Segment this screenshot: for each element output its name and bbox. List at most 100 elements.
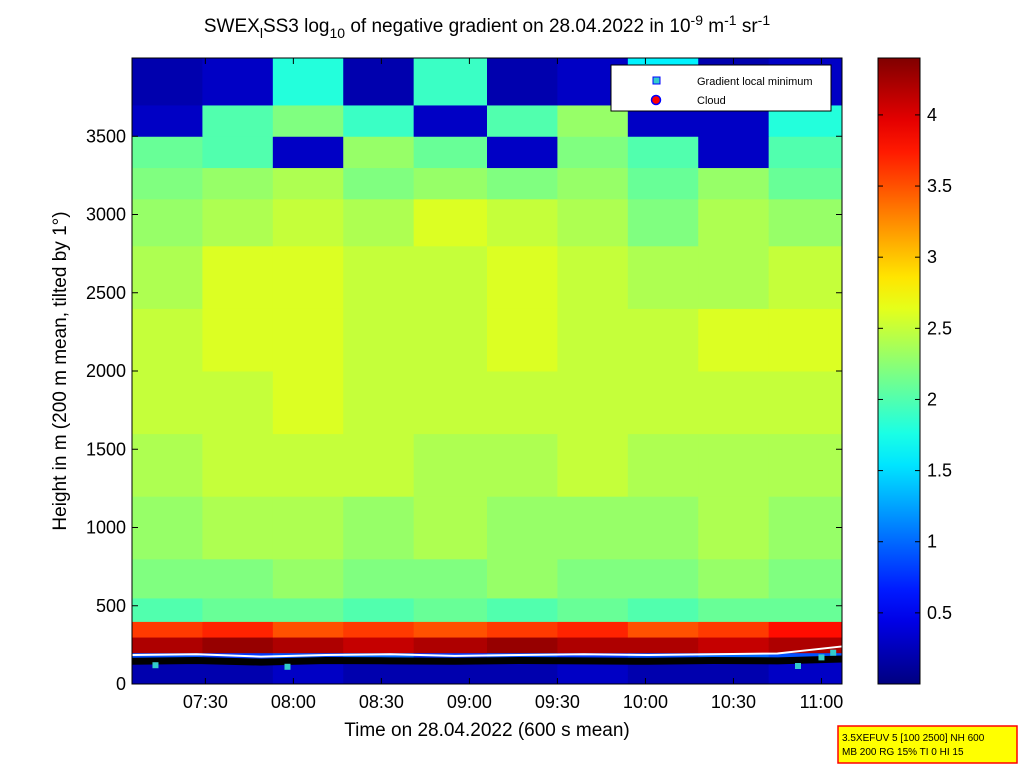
- heat-cell: [768, 558, 843, 599]
- colorbar-tick-label: 2: [927, 389, 937, 409]
- heat-cell: [343, 58, 415, 106]
- title-part: SS3 log: [263, 16, 330, 37]
- heat-cell: [768, 198, 843, 247]
- heat-cell: [557, 660, 629, 685]
- heat-cell: [627, 308, 699, 372]
- heat-cell: [202, 104, 274, 137]
- heat-cell: [343, 621, 415, 638]
- heat-cell: [132, 652, 203, 662]
- heat-cell: [698, 652, 770, 662]
- heat-cell: [343, 660, 415, 685]
- legend: Gradient local minimum Cloud: [610, 64, 832, 112]
- colorbar-tick-label: 4: [927, 105, 937, 125]
- heat-cell: [413, 496, 488, 560]
- heat-cell: [627, 371, 699, 435]
- title-part: l: [260, 25, 263, 41]
- heat-cell: [487, 637, 558, 654]
- minimum-marker: [830, 649, 837, 656]
- heat-cell: [487, 58, 558, 106]
- heat-cell: [557, 136, 629, 169]
- heat-cell: [487, 558, 558, 599]
- heat-cell: [272, 371, 344, 435]
- y-axis-label: Height in m (200 m mean, tilted by 1°): [50, 211, 71, 530]
- heat-cell: [132, 104, 203, 137]
- overlay-line: [131, 645, 843, 658]
- heat-cell: [627, 597, 699, 622]
- heat-cell: [132, 433, 203, 497]
- heat-cell: [487, 245, 558, 309]
- heat-cell: [413, 308, 488, 372]
- heat-cell: [413, 637, 488, 654]
- heat-cell: [413, 136, 488, 169]
- heat-cell: [413, 652, 488, 662]
- x-tick-label: 11:00: [800, 692, 844, 712]
- info-line: MB 200 RG 15% TI 0 HI 15: [842, 747, 964, 758]
- title-part: -9: [691, 12, 704, 28]
- heat-cell: [202, 597, 274, 622]
- colorbar: 0.5 1 1.5 2 2.5 3 3.5 4: [877, 57, 952, 685]
- heat-cell: [202, 637, 274, 654]
- heat-cell: [487, 652, 558, 662]
- info-frame: [837, 725, 1018, 764]
- heat-cell: [272, 597, 344, 622]
- heat-cell: [698, 371, 770, 435]
- heat-cell: [343, 637, 415, 654]
- heat-cell: [768, 167, 843, 200]
- heat-cell: [343, 308, 415, 372]
- heat-cell: [557, 621, 629, 638]
- x-tick-label: 07:30: [183, 692, 228, 712]
- heat-cell: [557, 637, 629, 654]
- chart-title: SWEXl​SS3 log10​ of negative gradient on…: [204, 12, 770, 41]
- x-tick-label: 10:30: [711, 692, 756, 712]
- heat-cell: [132, 198, 203, 247]
- heat-cell: [557, 652, 629, 662]
- heat-cell: [202, 652, 274, 662]
- heat-cell: [132, 621, 203, 638]
- heat-cell: [202, 136, 274, 169]
- heat-cell: [487, 198, 558, 247]
- heat-cell: [343, 371, 415, 435]
- title-part: sr: [737, 16, 759, 37]
- heat-cell: [132, 496, 203, 560]
- x-tick-label: 09:30: [535, 692, 580, 712]
- title-part: m: [703, 16, 724, 37]
- heat-cell: [698, 558, 770, 599]
- heat-cell: [487, 371, 558, 435]
- heat-cell: [132, 597, 203, 622]
- title-part: -1: [724, 12, 737, 28]
- heat-cell: [202, 660, 274, 685]
- heat-cell: [202, 558, 274, 599]
- y-tick-label: 2000: [86, 361, 126, 381]
- minimum-marker: [284, 663, 291, 670]
- y-tick-label: 1500: [86, 439, 126, 459]
- heat-cell: [768, 496, 843, 560]
- heat-cell: [202, 308, 274, 372]
- heat-cell: [413, 58, 488, 106]
- heat-cell: [768, 308, 843, 372]
- minimum-marker: [818, 654, 825, 661]
- heat-cell: [627, 637, 699, 654]
- heat-cell: [768, 245, 843, 309]
- heat-cell: [487, 136, 558, 169]
- heat-cell: [627, 496, 699, 560]
- colorbar-tick-label: 1.5: [927, 461, 952, 481]
- heat-cell: [698, 167, 770, 200]
- heat-cell: [768, 660, 843, 685]
- heat-cell: [132, 558, 203, 599]
- heat-cell: [557, 496, 629, 560]
- legend-box: [610, 64, 832, 112]
- heat-cell: [768, 621, 843, 638]
- heat-cell: [343, 433, 415, 497]
- heat-cell: [202, 58, 274, 106]
- heat-cell: [132, 371, 203, 435]
- x-tick-label: 08:30: [359, 692, 404, 712]
- heat-cell: [343, 496, 415, 560]
- x-tick-label: 09:00: [447, 692, 492, 712]
- heat-cell: [343, 167, 415, 200]
- heat-cell: [768, 597, 843, 622]
- heat-cell: [557, 245, 629, 309]
- heat-cell: [202, 433, 274, 497]
- heat-cell: [132, 136, 203, 169]
- heat-cell: [557, 597, 629, 622]
